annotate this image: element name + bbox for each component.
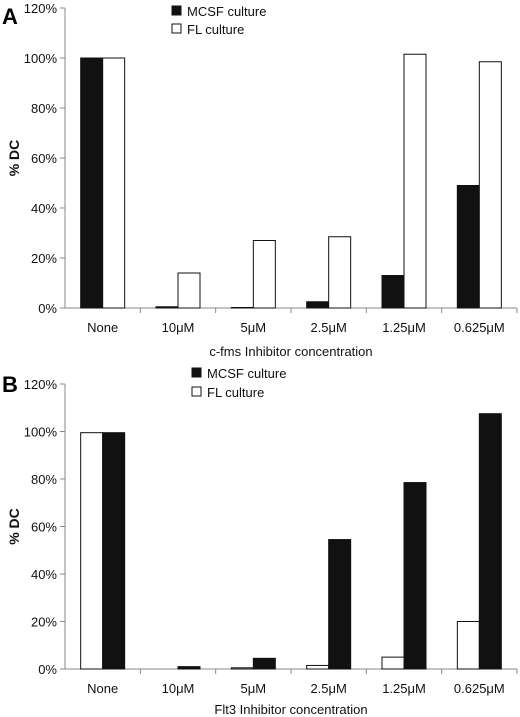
bar-mcsf-culture-4 bbox=[381, 275, 405, 309]
x-tick-label: None bbox=[87, 681, 118, 696]
x-axis-title: Flt3 Inhibitor concentration bbox=[214, 702, 367, 717]
bar-mcsf-culture-1 bbox=[177, 666, 201, 670]
x-axis-title: c-fms Inhibitor concentration bbox=[209, 344, 372, 359]
chart-panel-B: B 0% 20% 40% 60% 80% 100% 120% % DC None 10μM 5μM 2.… bbox=[2, 366, 518, 717]
x-tick-label: 2.5μM bbox=[310, 681, 346, 696]
y-tick-label: 60% bbox=[31, 151, 57, 166]
y-tick-label: 80% bbox=[31, 472, 57, 487]
panel-letter: A bbox=[2, 4, 18, 29]
y-tick-label: 0% bbox=[38, 301, 57, 316]
legend-label: MCSF culture bbox=[207, 366, 286, 381]
bar-fl-culture-0 bbox=[102, 57, 126, 309]
bar-mcsf-culture-5 bbox=[478, 413, 502, 670]
y-tick-label: 20% bbox=[31, 615, 57, 630]
y-tick-label: 40% bbox=[31, 567, 57, 582]
x-tick-label: 1.25μM bbox=[382, 320, 426, 335]
y-tick-label: 60% bbox=[31, 520, 57, 535]
bar-mcsf-culture-2 bbox=[230, 307, 254, 309]
y-tick-label: 80% bbox=[31, 101, 57, 116]
x-tick-label: 0.625μM bbox=[454, 681, 505, 696]
bar-mcsf-culture-1 bbox=[155, 306, 179, 309]
x-tick-label: 0.625μM bbox=[454, 320, 505, 335]
chart-panel-A: A 0% 20% 40% 60% 80% 100% 120% % DC None 10μM 5μM 2.… bbox=[2, 1, 518, 359]
legend-label: FL culture bbox=[207, 385, 264, 400]
bar-mcsf-culture-3 bbox=[306, 301, 330, 309]
bar-fl-culture-1 bbox=[177, 272, 201, 309]
bar-fl-culture-5 bbox=[456, 621, 480, 670]
x-tick-label: 1.25μM bbox=[382, 681, 426, 696]
y-tick-label: 20% bbox=[31, 251, 57, 266]
x-tick-label: 2.5μM bbox=[310, 320, 346, 335]
bar-fl-culture-4 bbox=[381, 656, 405, 670]
y-tick-label: 0% bbox=[38, 662, 57, 677]
bar-mcsf-culture-4 bbox=[403, 482, 427, 670]
y-tick-label: 40% bbox=[31, 201, 57, 216]
y-tick-label: 120% bbox=[24, 1, 58, 16]
legend-swatch bbox=[171, 23, 182, 34]
x-tick-label: 5μM bbox=[241, 681, 267, 696]
bar-mcsf-culture-0 bbox=[102, 432, 126, 670]
legend-label: FL culture bbox=[187, 22, 244, 37]
x-tick-label: 10μM bbox=[162, 320, 195, 335]
bar-fl-culture-2 bbox=[230, 667, 254, 670]
bar-mcsf-culture-2 bbox=[252, 657, 276, 670]
bar-mcsf-culture-3 bbox=[328, 539, 352, 670]
y-tick-label: 100% bbox=[24, 51, 58, 66]
y-tick-label: 120% bbox=[24, 377, 58, 392]
bar-mcsf-culture-5 bbox=[456, 185, 480, 309]
bar-fl-culture-3 bbox=[306, 664, 330, 670]
legend-label: MCSF culture bbox=[187, 4, 266, 19]
y-tick-label: 100% bbox=[24, 425, 58, 440]
x-tick-label: 5μM bbox=[241, 320, 267, 335]
x-tick-label: None bbox=[87, 320, 118, 335]
bar-fl-culture-2 bbox=[252, 240, 276, 309]
y-axis-title: % DC bbox=[6, 508, 22, 545]
panel-letter: B bbox=[2, 372, 18, 397]
bar-mcsf-culture-0 bbox=[80, 57, 104, 309]
bar-fl-culture-5 bbox=[478, 61, 502, 309]
legend-swatch bbox=[191, 386, 202, 397]
bar-fl-culture-3 bbox=[328, 236, 352, 309]
bar-fl-culture-0 bbox=[80, 432, 104, 670]
bar-fl-culture-4 bbox=[403, 53, 427, 309]
y-axis-title: % DC bbox=[6, 140, 22, 177]
legend-swatch bbox=[171, 5, 182, 16]
legend-swatch bbox=[191, 367, 202, 378]
x-tick-label: 10μM bbox=[162, 681, 195, 696]
